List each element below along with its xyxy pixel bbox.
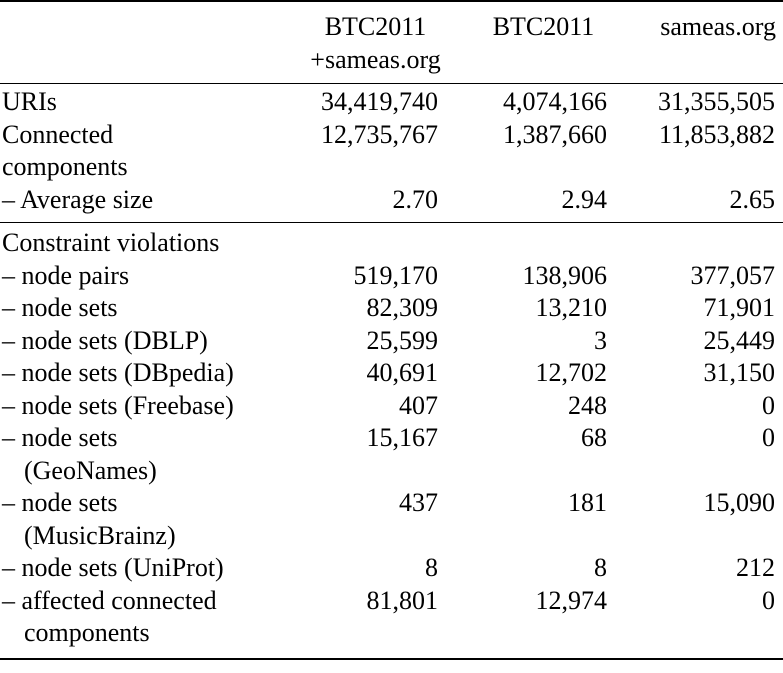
value-btc2011: 13,210 — [535, 293, 608, 322]
value-btc2011: 138,906 — [522, 260, 608, 290]
value-btc2011-sameas: 15,167 — [366, 423, 439, 452]
table-row: – node sets (GeoNames) 15,167 68 0 — [0, 422, 783, 487]
row-label: – node sets (Freebase) — [2, 390, 234, 420]
value-btc2011-sameas: 81,801 — [366, 585, 439, 615]
value-btc2011-sameas: 40,691 — [366, 358, 439, 387]
value-btc2011-sameas: 12,735,767 — [321, 119, 438, 149]
row-label: – node sets (UniProt) — [2, 553, 224, 582]
row-label: – node sets (GeoNames) — [2, 423, 157, 485]
value-btc2011-sameas: 34,419,740 — [321, 87, 438, 116]
value-btc2011: 8 — [594, 553, 607, 582]
value-sameas: 377,057 — [690, 260, 776, 290]
value-btc2011-sameas: 2.70 — [392, 184, 439, 214]
header-btc2011: BTC2011 — [492, 12, 595, 41]
value-sameas: 212 — [736, 553, 775, 582]
value-sameas: 31,355,505 — [658, 87, 775, 116]
value-btc2011: 12,974 — [535, 585, 608, 615]
row-label: – node sets (DBpedia) — [2, 358, 234, 387]
row-label: URIs — [2, 87, 57, 116]
row-label: – node pairs — [2, 260, 130, 290]
value-sameas: 0 — [762, 423, 775, 452]
table-row: – node sets (UniProt) 8 8 212 — [0, 552, 783, 585]
value-sameas: 15,090 — [703, 488, 776, 517]
header-sameas: sameas.org — [660, 12, 776, 41]
table-row: – affected connected components 81,801 1… — [0, 585, 783, 659]
value-sameas: 11,853,882 — [658, 119, 775, 149]
row-label: – node sets (MusicBrainz) — [2, 488, 176, 550]
value-btc2011: 2.94 — [561, 184, 608, 214]
value-sameas: 71,901 — [703, 293, 776, 322]
table-row: – node pairs 519,170 138,906 377,057 — [0, 260, 783, 293]
value-btc2011: 12,702 — [535, 358, 608, 387]
value-btc2011: 3 — [594, 325, 607, 355]
value-btc2011: 68 — [581, 423, 607, 452]
table-row: – Average size 2.70 2.94 2.65 — [0, 184, 783, 223]
table-row: – node sets (Freebase) 407 248 0 — [0, 390, 783, 423]
header-btc2011-sameas-line1: BTC2011 — [324, 12, 427, 41]
row-label: – affected connected components — [2, 585, 217, 648]
table-row: – node sets (DBLP) 25,599 3 25,449 — [0, 325, 783, 358]
value-btc2011: 248 — [568, 390, 607, 420]
section-constraint-violations: Constraint violations – node pairs 519,1… — [0, 222, 783, 659]
section-title-row: Constraint violations — [0, 222, 783, 260]
row-label: – Average size — [2, 184, 154, 214]
row-label: – node sets — [2, 293, 118, 322]
table-row: – node sets (MusicBrainz) 437 181 15,090 — [0, 487, 783, 552]
value-btc2011: 1,387,660 — [503, 119, 607, 149]
table-row: – node sets (DBpedia) 40,691 12,702 31,1… — [0, 357, 783, 390]
row-label: – node sets (DBLP) — [2, 325, 208, 355]
value-sameas: 25,449 — [703, 325, 776, 355]
value-sameas: 2.65 — [729, 184, 776, 214]
value-sameas: 0 — [762, 390, 775, 420]
header-row: BTC2011 +sameas.org BTC2011 sameas.org — [0, 1, 783, 84]
value-btc2011-sameas: 82,309 — [366, 293, 439, 322]
value-btc2011: 4,074,166 — [503, 87, 607, 116]
row-label: Connected components — [2, 119, 128, 182]
value-btc2011-sameas: 519,170 — [353, 260, 439, 290]
header-label-cell — [0, 1, 291, 84]
header-btc2011-sameas: BTC2011 +sameas.org — [291, 1, 460, 84]
section-general: URIs 34,419,740 4,074,166 31,355,505 Con… — [0, 83, 783, 223]
value-sameas: 0 — [762, 585, 775, 615]
table-row: Connected components 12,735,767 1,387,66… — [0, 119, 783, 184]
section-title: Constraint violations — [2, 228, 220, 257]
value-btc2011-sameas: 407 — [399, 390, 438, 420]
table-row: URIs 34,419,740 4,074,166 31,355,505 — [0, 83, 783, 119]
value-btc2011-sameas: 25,599 — [366, 325, 439, 355]
value-btc2011: 181 — [568, 488, 607, 517]
table-row: – node sets 82,309 13,210 71,901 — [0, 292, 783, 325]
value-btc2011-sameas: 8 — [425, 553, 438, 582]
value-btc2011-sameas: 437 — [399, 488, 438, 517]
header-btc2011-sameas-line2: +sameas.org — [310, 44, 441, 74]
value-sameas: 31,150 — [703, 358, 776, 387]
